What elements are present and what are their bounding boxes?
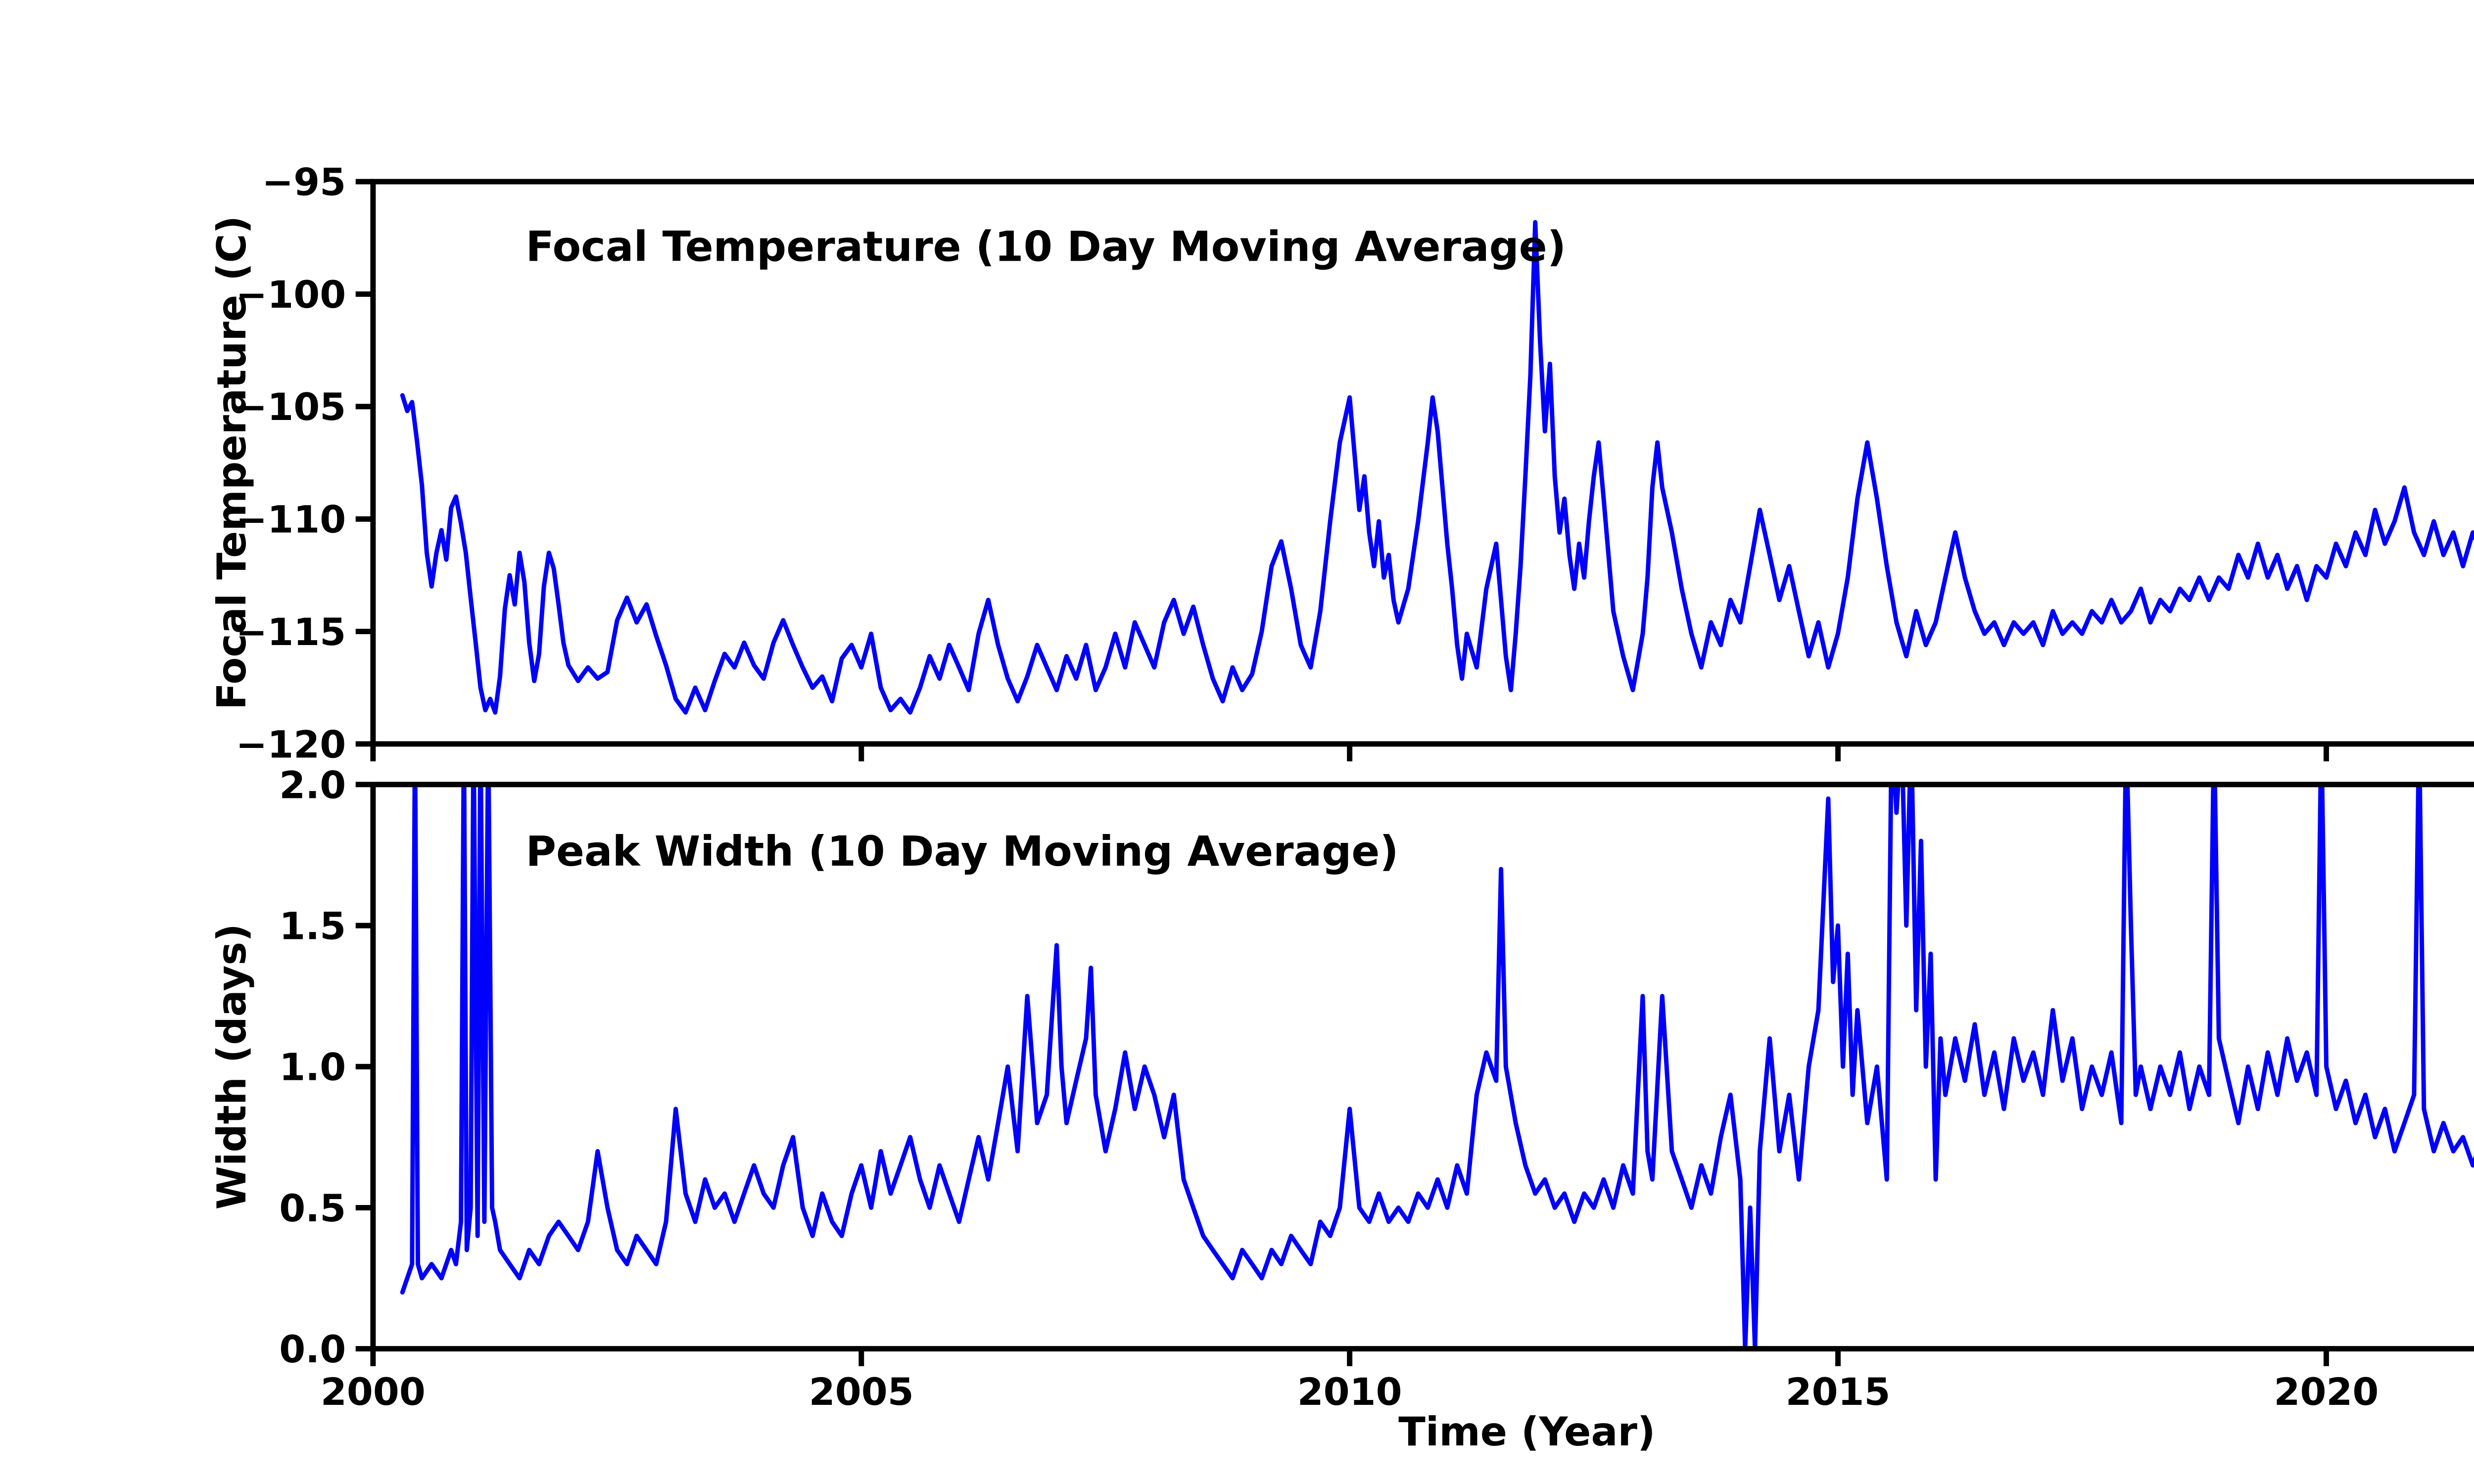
x-tick-label: 2000 <box>321 1370 426 1414</box>
temperature-panel-title: Focal Temperature (10 Day Moving Average… <box>526 222 1567 271</box>
y-tick-label: −115 <box>236 610 346 654</box>
axes-frame <box>370 179 2474 747</box>
x-tick-label: 2005 <box>809 1370 914 1414</box>
y-tick-label: 1.5 <box>279 904 346 948</box>
x-tick-label: 2010 <box>1297 1370 1402 1414</box>
x-tick-label: 2020 <box>2274 1370 2379 1414</box>
y-tick-label: −100 <box>236 273 346 317</box>
x-axis-label: Time (Year) <box>1398 1409 1655 1455</box>
y-tick-label: 2.0 <box>279 763 346 807</box>
y-tick-label: 0.0 <box>279 1327 346 1371</box>
temperature-panel: −95 −100 −105 −110 −115 −120 <box>236 160 2474 766</box>
width-y-axis-label: Width (days) <box>209 924 255 1209</box>
y-tick-label: −120 <box>236 722 346 766</box>
y-tick-label: 1.0 <box>279 1045 346 1089</box>
y-tick-label: −95 <box>262 160 346 204</box>
y-tick-label: −110 <box>236 498 346 542</box>
series-line <box>400 784 2474 1349</box>
temperature-y-axis-label: Focal Temperature (C) <box>209 216 255 710</box>
width-panel-title: Peak Width (10 Day Moving Average) <box>526 827 1399 876</box>
x-tick-label: 2015 <box>1786 1370 1891 1414</box>
series-line <box>400 220 2474 715</box>
y-tick-label: 0.5 <box>279 1186 346 1230</box>
width-panel: 0.0 0.5 1.0 1.5 2.0 2000 2005 2010 2015 2020 <box>279 763 2474 1414</box>
y-tick-label: −105 <box>236 385 346 429</box>
